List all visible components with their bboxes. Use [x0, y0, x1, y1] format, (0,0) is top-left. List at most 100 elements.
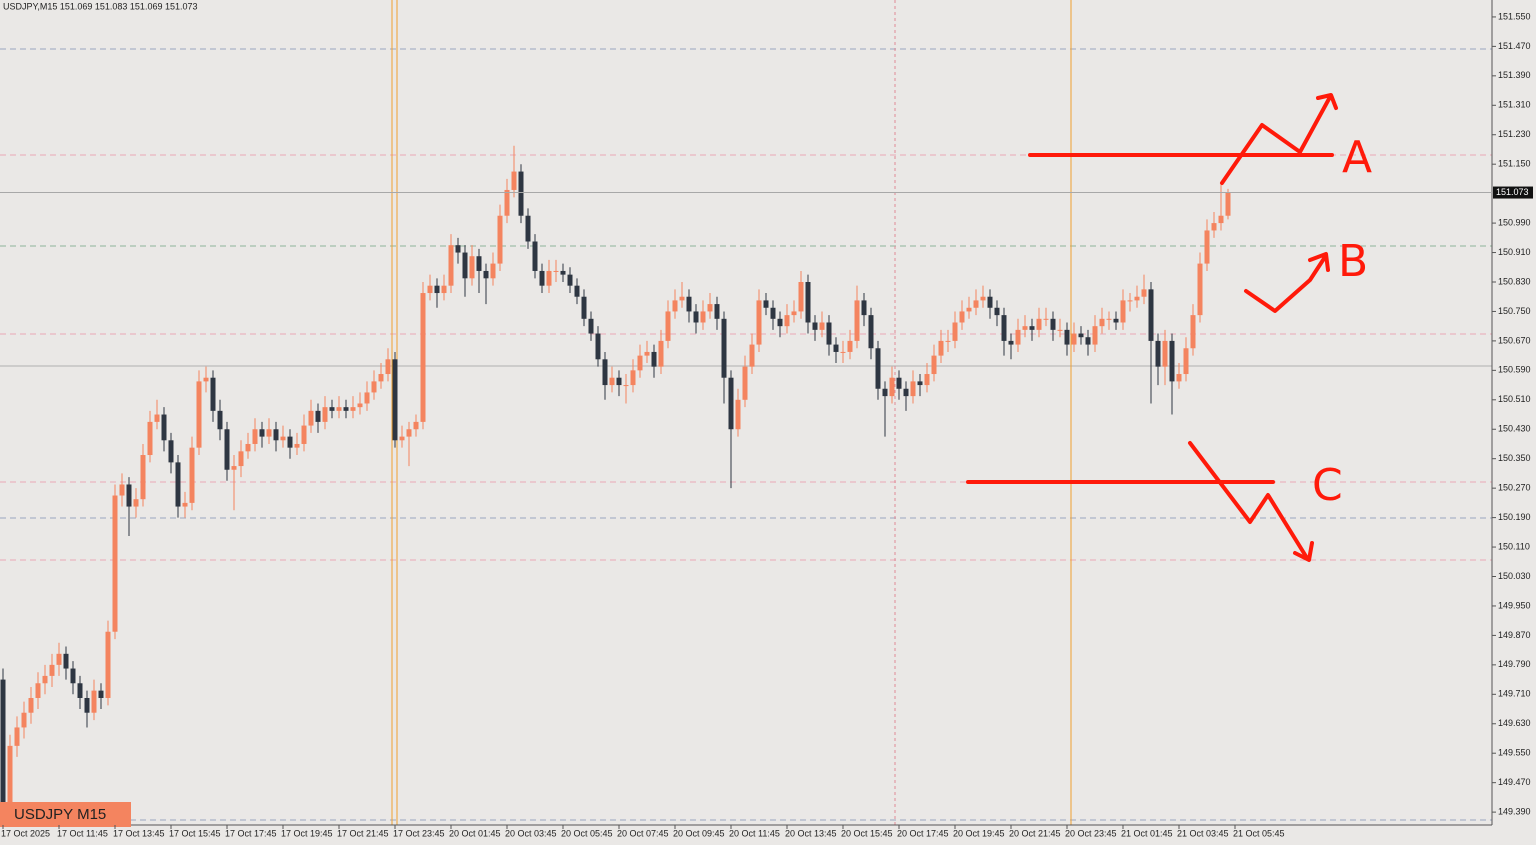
candle-body [427, 285, 433, 294]
candle-body [399, 436, 405, 441]
x-tick-label: 21 Oct 01:45 [1121, 828, 1173, 838]
candle-body [567, 274, 573, 286]
candle-body [231, 466, 237, 470]
y-tick-label: 150.750 [1498, 306, 1531, 316]
candle-body [637, 355, 643, 371]
candle-body [140, 455, 146, 500]
x-tick-label: 20 Oct 21:45 [1009, 828, 1061, 838]
y-tick-label: 150.590 [1498, 365, 1531, 375]
candle-body [574, 285, 580, 297]
candle-body [756, 300, 762, 345]
candle-body [35, 683, 41, 698]
candle-body [889, 377, 895, 397]
candle-body [322, 407, 328, 422]
y-tick-label: 150.510 [1498, 394, 1531, 404]
y-tick-label: 149.870 [1498, 630, 1531, 640]
candle-body [357, 403, 363, 408]
candle-body [707, 304, 713, 312]
candle-body [385, 359, 391, 375]
candle-body [364, 392, 370, 404]
candle-body [203, 377, 209, 382]
x-tick-label: 17 Oct 11:45 [57, 828, 108, 838]
candle-body [252, 429, 258, 444]
candle-body [273, 429, 279, 441]
candle-body [490, 263, 496, 279]
candle-body [21, 712, 27, 728]
candle-body [973, 300, 979, 308]
candle-body [966, 307, 972, 312]
y-tick-label: 149.470 [1498, 777, 1531, 787]
candle-body [861, 300, 867, 316]
candle-body [868, 315, 874, 349]
candle-body [483, 270, 489, 279]
candle-body [105, 631, 111, 698]
candle-body [1078, 333, 1084, 338]
x-tick-label: 17 Oct 13:45 [113, 828, 165, 838]
y-tick-label: 150.110 [1498, 541, 1530, 551]
candle-body [700, 311, 706, 323]
candle-body [987, 296, 993, 308]
candle-body [301, 425, 307, 444]
current-price-box [1493, 186, 1533, 199]
candle-body [1141, 289, 1147, 297]
candle-body [343, 407, 349, 411]
candle-body [693, 311, 699, 323]
candle-body [504, 189, 510, 216]
x-tick-label: 20 Oct 17:45 [897, 828, 949, 838]
candle-body [1204, 230, 1210, 264]
y-tick-label: 150.190 [1498, 512, 1531, 522]
candle-body [546, 270, 552, 286]
candle-body [539, 270, 545, 286]
candle-body [336, 407, 342, 411]
candle-body [980, 296, 986, 301]
x-tick-label: 20 Oct 15:45 [841, 828, 893, 838]
candle-body [1155, 340, 1161, 367]
candle-body [182, 502, 188, 507]
candle-body [1015, 329, 1021, 345]
candle-body [924, 374, 930, 386]
candle-body [126, 484, 132, 507]
candle-body [1127, 300, 1133, 302]
chart-title: USDJPY,M15 151.069 151.083 151.069 151.0… [3, 1, 198, 11]
candle-body [168, 440, 174, 463]
candle-body [812, 322, 818, 330]
candle-body [308, 410, 314, 426]
candle-body [56, 653, 62, 665]
candle-body [1092, 326, 1098, 345]
candle-body [1183, 348, 1189, 375]
candle-body [1050, 318, 1056, 330]
candle-body [1197, 263, 1203, 316]
candle-body [833, 344, 839, 352]
candle-body [1218, 215, 1224, 224]
candle-body [259, 429, 265, 437]
y-tick-label: 150.030 [1498, 571, 1531, 581]
candle-body [189, 447, 195, 503]
candle-body [1008, 340, 1014, 345]
y-tick-label: 150.350 [1498, 453, 1531, 463]
candle-body [147, 421, 153, 456]
candle-body [1085, 337, 1091, 345]
candle-body [917, 381, 923, 386]
candle-body [77, 683, 83, 698]
candle-body [315, 410, 321, 422]
candle-body [770, 307, 776, 319]
y-tick-label: 151.150 [1498, 159, 1531, 169]
annotation: C [1312, 460, 1343, 511]
candle-body [329, 407, 335, 411]
candle-body [1001, 315, 1007, 341]
candle-body [287, 436, 293, 448]
candle-body [476, 256, 482, 271]
candle-body [49, 664, 55, 676]
candle-body [630, 370, 636, 386]
candle-body [42, 675, 48, 684]
candle-body [1113, 318, 1119, 323]
candle-body [350, 407, 356, 411]
x-tick-label: 20 Oct 09:45 [673, 828, 725, 838]
candle-body [609, 377, 615, 386]
y-tick-label: 151.550 [1498, 11, 1531, 21]
candle-body [1057, 329, 1063, 331]
candle-body [455, 245, 461, 253]
candle-body [581, 296, 587, 319]
candle-body [644, 351, 650, 356]
